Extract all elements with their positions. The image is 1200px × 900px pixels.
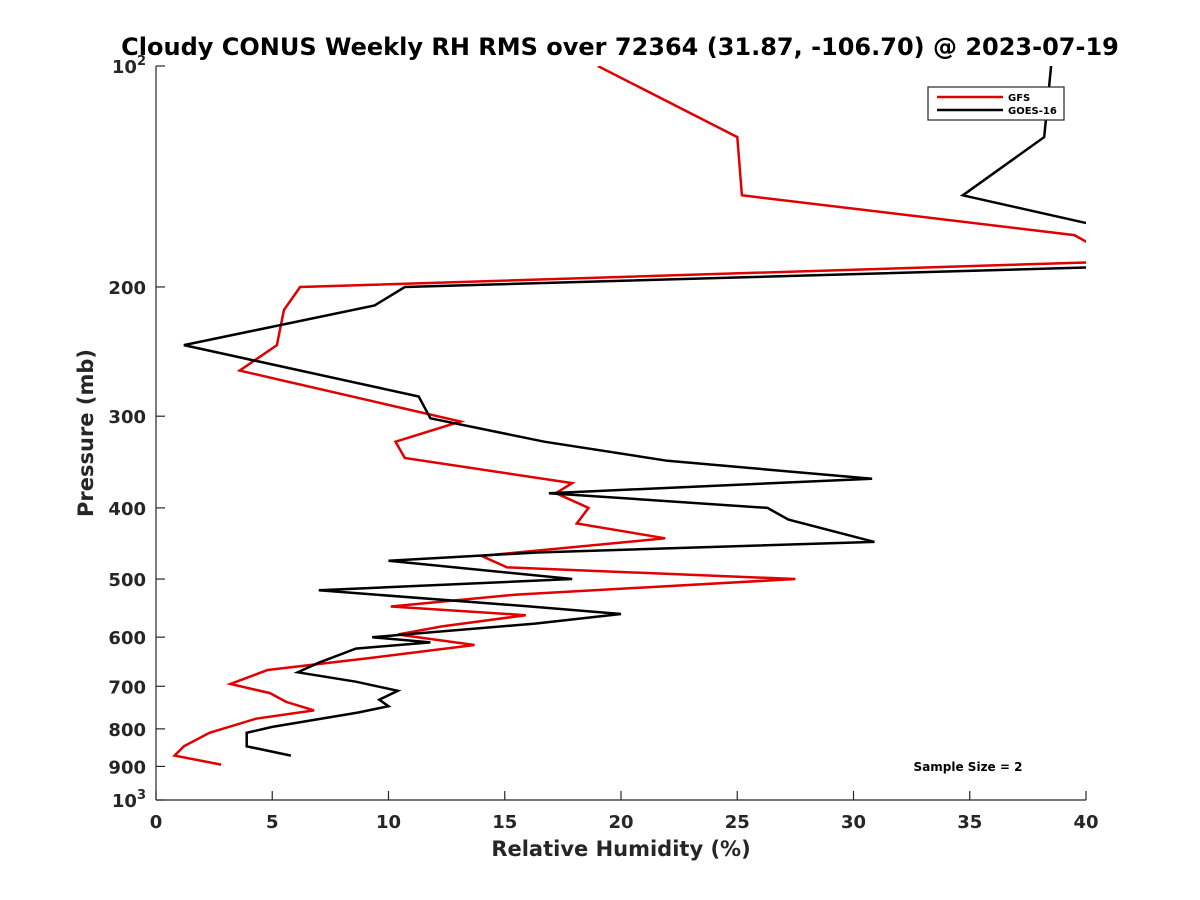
x-tick-label: 25 xyxy=(725,812,750,833)
legend-label-gfs: GFS xyxy=(1008,93,1030,104)
chart-title: Cloudy CONUS Weekly RH RMS over 72364 (3… xyxy=(121,33,1119,61)
x-tick-label: 40 xyxy=(1073,812,1098,833)
y-tick-label: 500 xyxy=(108,570,146,591)
sample-size-annotation: Sample Size = 2 xyxy=(914,760,1023,774)
x-tick-label: 30 xyxy=(841,812,866,833)
x-tick-label: 10 xyxy=(376,812,401,833)
legend-box xyxy=(927,86,1065,121)
y-axis-label: Pressure (mb) xyxy=(74,349,98,517)
x-tick-label: 5 xyxy=(266,812,279,833)
y-tick-label: 400 xyxy=(108,499,146,520)
y-tick-label: 600 xyxy=(108,628,146,649)
x-tick-label: 15 xyxy=(492,812,517,833)
y-tick-label: 700 xyxy=(108,677,146,698)
series-line-goes16 xyxy=(183,66,1086,757)
y-ticks: 102 200 300 400 500 600 700 800 900 103 xyxy=(108,54,165,812)
y-tick-label: 800 xyxy=(108,720,146,741)
y-tick-label: 300 xyxy=(108,407,146,428)
y-tick-label: 900 xyxy=(108,757,146,778)
series-layer xyxy=(172,66,1086,766)
series-line-gfs xyxy=(172,66,1086,766)
y-tick-label: 200 xyxy=(108,278,146,299)
legend-label-goes16: GOES-16 xyxy=(1008,106,1057,117)
x-tick-label: 20 xyxy=(608,812,633,833)
axes xyxy=(155,66,1086,801)
y-tick-label: 103 xyxy=(112,788,146,812)
x-ticks: 0 5 10 15 20 25 30 35 40 xyxy=(150,791,1099,833)
x-axis-label: Relative Humidity (%) xyxy=(491,837,750,861)
legend: GFS GOES-16 xyxy=(927,86,1065,121)
x-tick-label: 0 xyxy=(150,812,163,833)
y-tick-label: 102 xyxy=(112,54,146,78)
x-tick-label: 35 xyxy=(957,812,982,833)
